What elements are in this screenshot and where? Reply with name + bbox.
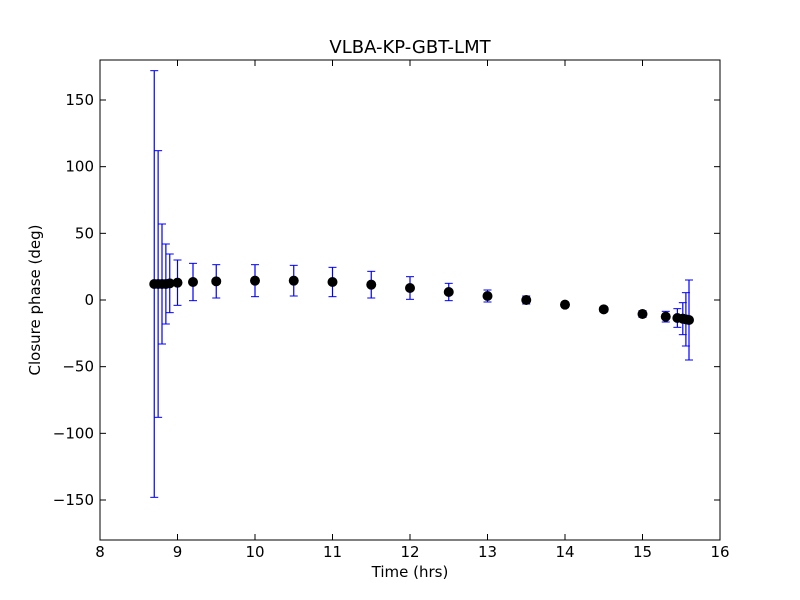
y-tick-label: −100 (53, 424, 94, 442)
y-tick-label: 0 (84, 291, 94, 309)
y-axis-label: Closure phase (deg) (26, 225, 44, 376)
y-tick-label: 50 (75, 224, 94, 242)
data-point (521, 295, 532, 305)
x-tick-label: 9 (173, 543, 183, 561)
data-point (560, 299, 570, 310)
data-point (188, 277, 198, 287)
data-point (405, 283, 415, 293)
x-tick-label: 11 (323, 543, 342, 561)
data-point (482, 291, 493, 301)
x-tick-label: 14 (555, 543, 574, 561)
y-tick-label: 150 (65, 91, 94, 109)
x-tick-label: 10 (245, 543, 264, 561)
data-point (443, 287, 454, 297)
data-point (660, 311, 671, 322)
y-tick-label: 100 (65, 158, 94, 176)
chart-title: VLBA-KP-GBT-LMT (329, 37, 491, 58)
plot-background (100, 60, 720, 540)
data-point (211, 276, 222, 287)
x-axis-ticks: 8 9 10 11 12 13 14 15 16 (95, 60, 730, 561)
data-point (366, 279, 377, 290)
y-tick-label: −50 (62, 358, 94, 376)
x-tick-label: 16 (710, 543, 729, 561)
data-point (250, 275, 260, 286)
data-point (598, 304, 609, 315)
data-point (172, 277, 183, 288)
data-point (684, 315, 694, 325)
data-point (327, 277, 338, 287)
x-tick-label: 13 (478, 543, 497, 561)
data-point (288, 275, 299, 286)
x-tick-label: 8 (95, 543, 105, 561)
data-point (637, 309, 648, 319)
y-tick-label: −150 (53, 491, 94, 509)
x-axis-label: Time (hrs) (371, 563, 449, 581)
x-tick-label: 12 (400, 543, 419, 561)
y-axis-ticks: −150 −100 −50 0 50 100 150 (53, 91, 720, 509)
data-point-layer (149, 275, 694, 325)
x-tick-label: 15 (633, 543, 652, 561)
